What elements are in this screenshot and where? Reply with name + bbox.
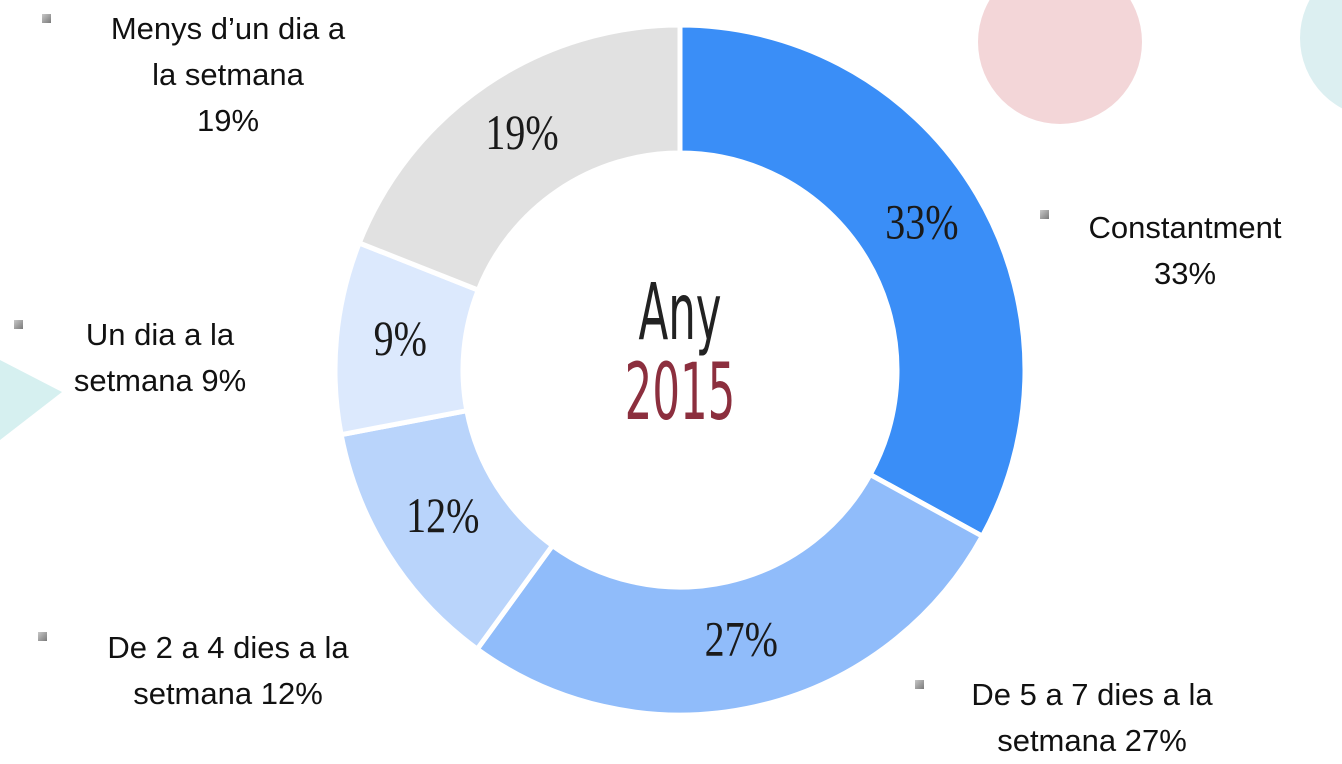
donut-slice — [477, 475, 982, 715]
slice-label: 33% — [885, 194, 958, 249]
outside-label: De 2 a 4 dies a la setmana 12% — [78, 625, 378, 717]
value-label: 27% — [1125, 723, 1187, 758]
slice-label: 27% — [705, 612, 778, 667]
slice-label: 12% — [406, 488, 479, 543]
donut-slice — [680, 25, 1025, 536]
center-subtitle: 2015 — [625, 348, 736, 438]
decor-circle — [1300, 0, 1342, 118]
category-name: Menys d’un dia a la setmana — [111, 11, 345, 92]
value-label: 12% — [261, 676, 323, 711]
decor-circle — [978, 0, 1142, 124]
legend-bullet — [38, 632, 47, 641]
outside-label: Un dia a la setmana 9% — [45, 312, 275, 404]
legend-bullet — [42, 14, 51, 23]
outside-label: Constantment 33% — [1035, 205, 1335, 297]
value-label: 9% — [201, 363, 246, 398]
slice-label: 19% — [485, 105, 558, 160]
value-label: 33% — [1035, 251, 1335, 297]
slice-label: 9% — [374, 311, 427, 366]
category-name: Constantment — [1089, 210, 1282, 245]
legend-bullet — [915, 680, 924, 689]
outside-label: De 5 a 7 dies a la setmana 27% — [942, 672, 1242, 764]
outside-label: Menys d’un dia a la setmana 19% — [103, 6, 353, 144]
legend-bullet — [14, 320, 23, 329]
page: {"chart_data": {"type": "donut", "center… — [0, 0, 1342, 762]
value-label: 19% — [103, 98, 353, 144]
center-title: Any — [638, 268, 721, 358]
